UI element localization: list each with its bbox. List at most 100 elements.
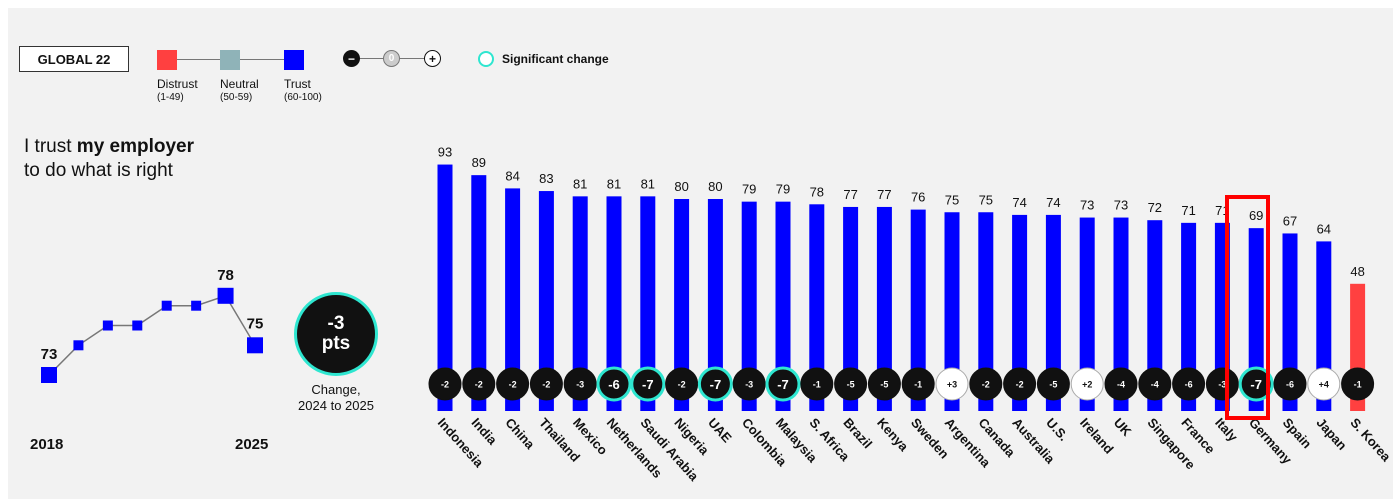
change-circle [1036, 367, 1070, 401]
bar-value-label: 81 [573, 176, 587, 191]
change-circle [665, 367, 699, 401]
bar [1012, 214, 1028, 411]
bar [843, 206, 859, 411]
change-value-label: -6 [608, 377, 620, 392]
bar [910, 209, 926, 411]
bar-value-label: 64 [1317, 221, 1331, 236]
bar-value-label: 84 [505, 168, 519, 183]
change-value-label: -3 [576, 380, 584, 390]
change-circle [462, 367, 496, 401]
change-value-label: -4 [1117, 380, 1125, 390]
change-value-label: -4 [1151, 380, 1159, 390]
trend-point [132, 320, 143, 331]
change-value-label: -7 [1250, 377, 1262, 392]
bar-value-label: 77 [877, 187, 891, 202]
change-value-label: +3 [947, 380, 957, 390]
country-label: Kenya [874, 415, 912, 455]
trend-point [217, 287, 234, 304]
change-circle [732, 367, 766, 401]
bar-value-label: 73 [1080, 198, 1094, 213]
change-value-label: -7 [777, 377, 789, 392]
change-circle [1341, 367, 1375, 401]
bar-value-label: 80 [708, 179, 722, 194]
global-change-badge: -3 pts [294, 292, 378, 376]
country-label: Ireland [1077, 415, 1117, 457]
trend-last-label: 75 [247, 315, 264, 332]
bar [640, 196, 656, 411]
trend-peak-label: 78 [217, 267, 234, 284]
bar [538, 191, 554, 411]
country-label: UK [1111, 415, 1135, 439]
change-circle [969, 367, 1003, 401]
bar-value-label: 71 [1181, 203, 1195, 218]
change-value-label: -5 [1049, 380, 1057, 390]
bar-value-label: 79 [776, 182, 790, 197]
change-circle [867, 367, 901, 401]
bar [606, 196, 622, 411]
change-value-label: -2 [982, 380, 990, 390]
bar [572, 196, 588, 411]
bar-value-label: 81 [641, 176, 655, 191]
change-value-label: -2 [475, 380, 483, 390]
bar [1079, 217, 1095, 411]
change-circle [428, 367, 462, 401]
change-circle [935, 367, 969, 401]
trend-start-year: 2018 [30, 436, 64, 453]
change-value-label: -3 [745, 380, 753, 390]
bar [674, 199, 690, 411]
country-label: U.S. [1043, 415, 1071, 444]
trend-end-year: 2025 [235, 436, 269, 453]
chart-title: I trust my employer to do what is right [24, 136, 195, 181]
change-value-label: -7 [710, 377, 722, 392]
change-value-label: -1 [1354, 380, 1362, 390]
change-circle [1003, 367, 1037, 401]
change-value-label: +2 [1082, 380, 1092, 390]
change-value-label: -2 [441, 380, 449, 390]
change-value-label: -6 [1185, 380, 1193, 390]
bar [741, 201, 757, 411]
bar [1248, 228, 1264, 411]
bar-value-label: 72 [1148, 200, 1162, 215]
bar-value-label: 89 [472, 155, 486, 170]
bar-value-label: 75 [979, 192, 993, 207]
bar [1147, 220, 1163, 411]
negative-change-icon: − [343, 50, 360, 67]
change-circle [596, 366, 632, 402]
country-label: UAE [705, 415, 735, 446]
bar-value-label: 73 [1114, 198, 1128, 213]
germany-highlight-box [1225, 195, 1270, 420]
global-badge: GLOBAL 22 [19, 46, 129, 72]
bar-value-label: 48 [1350, 264, 1364, 279]
change-value-label: -2 [542, 380, 550, 390]
change-circle [697, 366, 733, 402]
change-value-label: -2 [678, 380, 686, 390]
bar [471, 175, 487, 411]
change-circle [1070, 367, 1104, 401]
change-value-label: -2 [509, 380, 517, 390]
bar-value-label: 79 [742, 182, 756, 197]
legend-distrust-label: Distrust (1-49) [157, 77, 198, 104]
global-change-caption: Change, 2024 to 2025 [298, 382, 374, 413]
no-change-icon: 0 [383, 50, 400, 67]
bar [1045, 214, 1061, 411]
change-circle [1138, 367, 1172, 401]
bar-value-label: 67 [1283, 213, 1297, 228]
bar [809, 204, 825, 411]
bar-value-label: 69 [1249, 208, 1263, 223]
change-value-label: -1 [914, 380, 922, 390]
change-circle [1104, 367, 1138, 401]
change-circle [1273, 367, 1307, 401]
change-value-label: -2 [1016, 380, 1024, 390]
significant-change-icon [478, 51, 494, 67]
change-value-label: -1 [813, 380, 821, 390]
change-value-label: +4 [1319, 380, 1329, 390]
change-circle [1172, 367, 1206, 401]
trend-point [247, 337, 263, 354]
change-circle [765, 366, 801, 402]
bar-value-label: 81 [607, 176, 621, 191]
change-circle [800, 367, 834, 401]
change-circle [529, 367, 563, 401]
legend-neutral-swatch [220, 50, 240, 70]
legend-trust-swatch [284, 50, 304, 70]
